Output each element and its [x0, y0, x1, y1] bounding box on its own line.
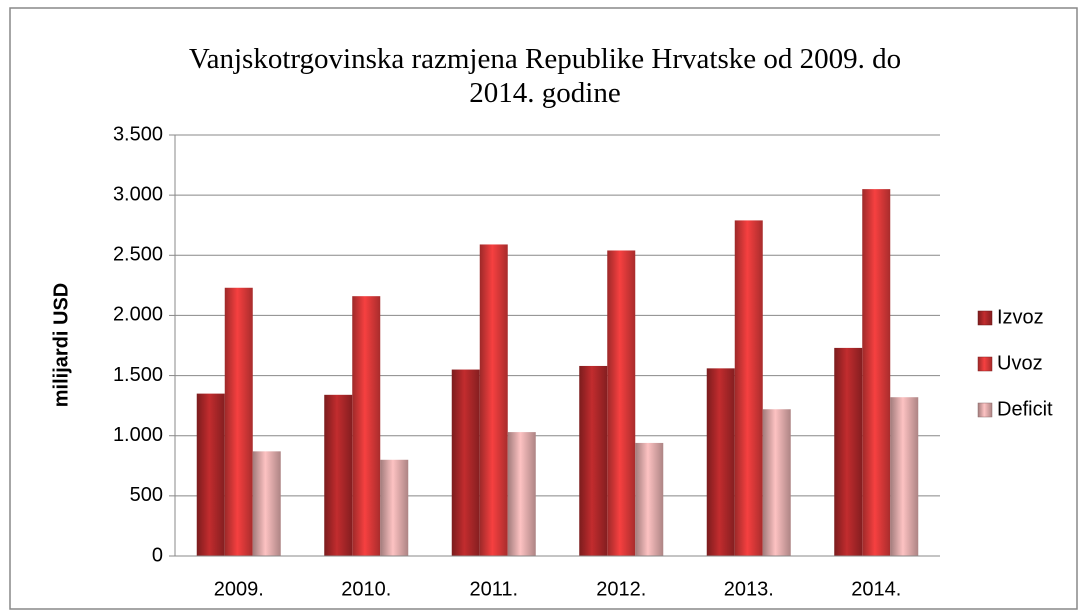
- bar: [479, 244, 508, 556]
- y-tick-label: 1.000: [113, 424, 163, 446]
- bar: [890, 397, 919, 556]
- bar: [380, 459, 409, 556]
- x-tick-label: 2014.: [851, 578, 901, 600]
- x-tick-label: 2011.: [469, 578, 518, 600]
- bar: [706, 368, 735, 556]
- x-tick-label: 2010.: [341, 578, 391, 600]
- y-tick-label: 3.000: [113, 183, 163, 205]
- y-tick-label: 2.500: [113, 244, 163, 266]
- legend-swatch: [977, 356, 993, 372]
- legend-label: Deficit: [997, 398, 1053, 420]
- bar: [507, 432, 536, 556]
- bar: [196, 393, 225, 556]
- legend-label: Uvoz: [997, 352, 1043, 374]
- bar: [762, 409, 791, 556]
- legend-label: Izvoz: [997, 306, 1044, 328]
- bar: [324, 394, 353, 556]
- y-tick-label: 3.500: [113, 123, 163, 145]
- x-tick-label: 2012.: [596, 578, 646, 600]
- bar: [352, 296, 381, 556]
- bar: [607, 250, 636, 556]
- chart-title: Vanjskotrgovinska razmjena Republike Hrv…: [188, 43, 902, 109]
- bar: [252, 451, 281, 556]
- y-tick-label: 500: [130, 484, 163, 506]
- y-tick-label: 2.000: [113, 304, 163, 326]
- x-tick-label: 2013.: [724, 578, 774, 600]
- bar: [224, 287, 253, 556]
- x-tick-label: 2009.: [214, 578, 264, 600]
- bar: [862, 189, 891, 556]
- y-tick-label: 0: [152, 544, 163, 566]
- legend-swatch: [977, 310, 993, 326]
- bar: [451, 369, 480, 556]
- y-axis-label: milijardi USD: [50, 283, 72, 407]
- bar: [579, 365, 608, 556]
- bar: [834, 347, 863, 556]
- y-tick-label: 1.500: [113, 364, 163, 386]
- bar: [635, 442, 664, 556]
- legend-swatch: [977, 402, 993, 418]
- bar: [734, 220, 763, 556]
